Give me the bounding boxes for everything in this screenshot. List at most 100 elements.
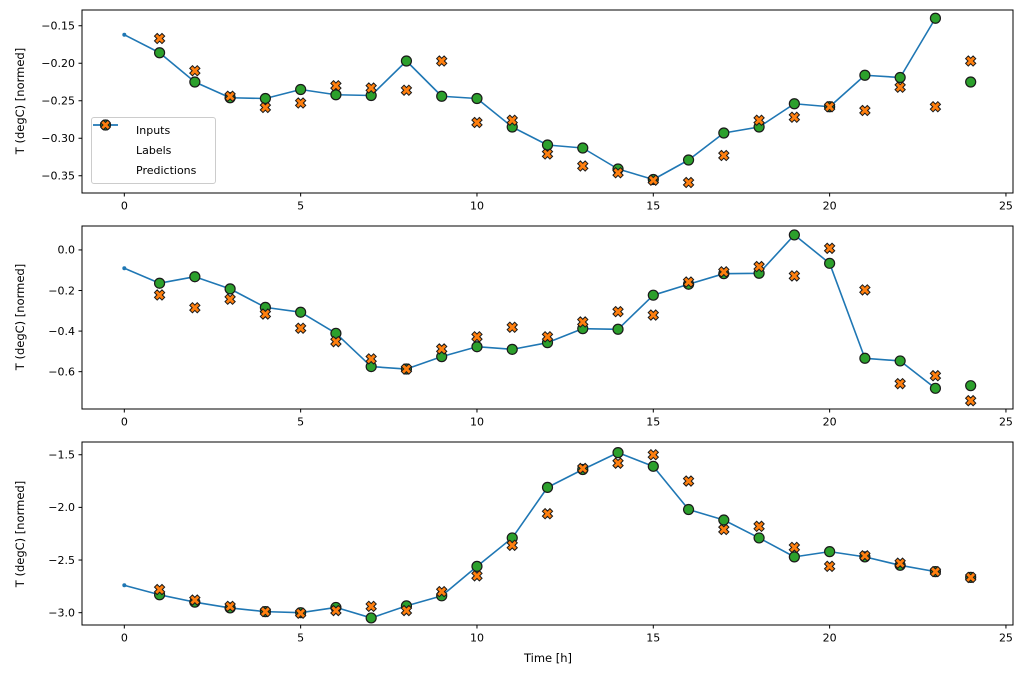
label-marker — [153, 277, 166, 289]
prediction-marker — [435, 585, 448, 598]
prediction-marker — [400, 363, 413, 375]
prediction-marker — [259, 101, 272, 114]
label-marker — [541, 139, 554, 151]
prediction-marker — [224, 293, 236, 306]
label-marker — [718, 127, 730, 139]
prediction-marker — [823, 242, 836, 255]
y-tick-label: 0.0 — [58, 244, 76, 257]
label-marker — [718, 514, 730, 526]
label-marker — [859, 352, 871, 364]
y-tick-label: −1.5 — [48, 449, 75, 462]
x-tick-label: 20 — [823, 632, 837, 645]
prediction-marker — [718, 523, 730, 536]
prediction-marker — [224, 90, 236, 103]
label-marker — [824, 257, 836, 269]
inputs-line — [122, 232, 938, 391]
x-tick-label: 10 — [470, 632, 484, 645]
legend-label-predictions: Predictions — [136, 163, 197, 177]
label-marker — [647, 289, 659, 301]
prediction-marker — [541, 148, 554, 160]
labels-scatter — [153, 12, 977, 186]
x-tick-label: 5 — [297, 200, 304, 213]
label-marker — [824, 546, 836, 558]
y-axis-label-subplot-2: T (degC) [normed] — [13, 263, 27, 371]
legend: Inputs Labels Predictions — [91, 117, 216, 184]
label-marker — [577, 142, 589, 154]
x-ticks: 0 5 10 15 20 25 — [121, 625, 1013, 645]
prediction-marker — [612, 166, 624, 179]
prediction-marker — [929, 369, 942, 382]
label-marker — [471, 560, 483, 572]
label-marker — [189, 76, 201, 88]
label-marker — [612, 323, 624, 335]
y-axis-label-subplot-1: T (degC) [normed] — [13, 47, 27, 155]
prediction-marker — [400, 84, 413, 97]
prediction-marker — [823, 560, 836, 573]
label-marker — [788, 98, 800, 110]
prediction-marker — [576, 160, 589, 172]
prediction-marker — [894, 377, 906, 390]
legend-label-inputs: Inputs — [136, 124, 171, 138]
x-tick-label: 20 — [823, 416, 837, 429]
prediction-marker — [682, 276, 695, 288]
prediction-marker — [294, 607, 307, 620]
labels-scatter — [153, 447, 977, 624]
y-tick-label: −0.4 — [48, 325, 75, 338]
x-tick-label: 5 — [297, 632, 304, 645]
y-ticks: −1.5 −2.0 −2.5 −3.0 — [48, 449, 82, 619]
prediction-marker — [294, 97, 307, 109]
label-marker — [330, 89, 342, 101]
x-tick-label: 25 — [999, 416, 1013, 429]
x-axis-label: Time [h] — [523, 651, 573, 665]
label-marker — [471, 341, 483, 353]
label-marker — [153, 47, 166, 59]
label-marker — [224, 283, 236, 295]
y-tick-label: −0.6 — [48, 365, 75, 378]
label-marker — [894, 71, 906, 84]
label-marker — [259, 92, 271, 105]
prediction-marker — [506, 114, 519, 127]
label-marker — [859, 69, 871, 81]
prediction-marker — [330, 79, 342, 92]
prediction-marker — [964, 55, 977, 67]
label-marker — [612, 447, 624, 459]
legend-predictions-x-icon — [100, 119, 128, 177]
prediction-marker — [189, 301, 201, 314]
prediction-marker — [788, 541, 801, 554]
label-marker — [436, 90, 448, 102]
inputs-line — [122, 16, 938, 182]
prediction-marker — [435, 55, 448, 67]
label-marker — [682, 154, 695, 166]
legend-entry-predictions: Predictions — [92, 119, 215, 180]
prediction-marker — [576, 316, 589, 328]
y-tick-label: −2.0 — [48, 501, 75, 514]
label-marker — [330, 327, 342, 339]
prediction-marker — [189, 64, 201, 77]
x-tick-label: 25 — [999, 632, 1013, 645]
x-ticks: 0 5 10 15 20 25 — [121, 409, 1013, 429]
prediction-marker — [365, 353, 377, 365]
x-tick-label: 10 — [470, 416, 484, 429]
x-tick-label: 10 — [470, 200, 484, 213]
prediction-marker — [823, 100, 836, 113]
label-marker — [295, 306, 307, 318]
prediction-marker — [365, 600, 377, 613]
prediction-marker — [259, 308, 272, 320]
label-marker — [506, 343, 518, 355]
axes-spines — [81, 225, 1014, 410]
prediction-marker — [964, 571, 977, 584]
prediction-marker — [859, 284, 871, 296]
prediction-marker — [471, 570, 483, 582]
prediction-marker — [788, 111, 801, 124]
label-marker — [471, 92, 483, 105]
y-tick-label: −0.25 — [41, 95, 75, 108]
labels-scatter — [153, 229, 977, 394]
prediction-marker — [471, 116, 483, 129]
x-tick-label: 5 — [297, 416, 304, 429]
prediction-marker — [753, 260, 765, 273]
input-marker — [122, 32, 127, 37]
prediction-marker — [718, 149, 730, 162]
y-tick-label: −0.20 — [41, 57, 75, 70]
label-marker — [541, 481, 554, 493]
